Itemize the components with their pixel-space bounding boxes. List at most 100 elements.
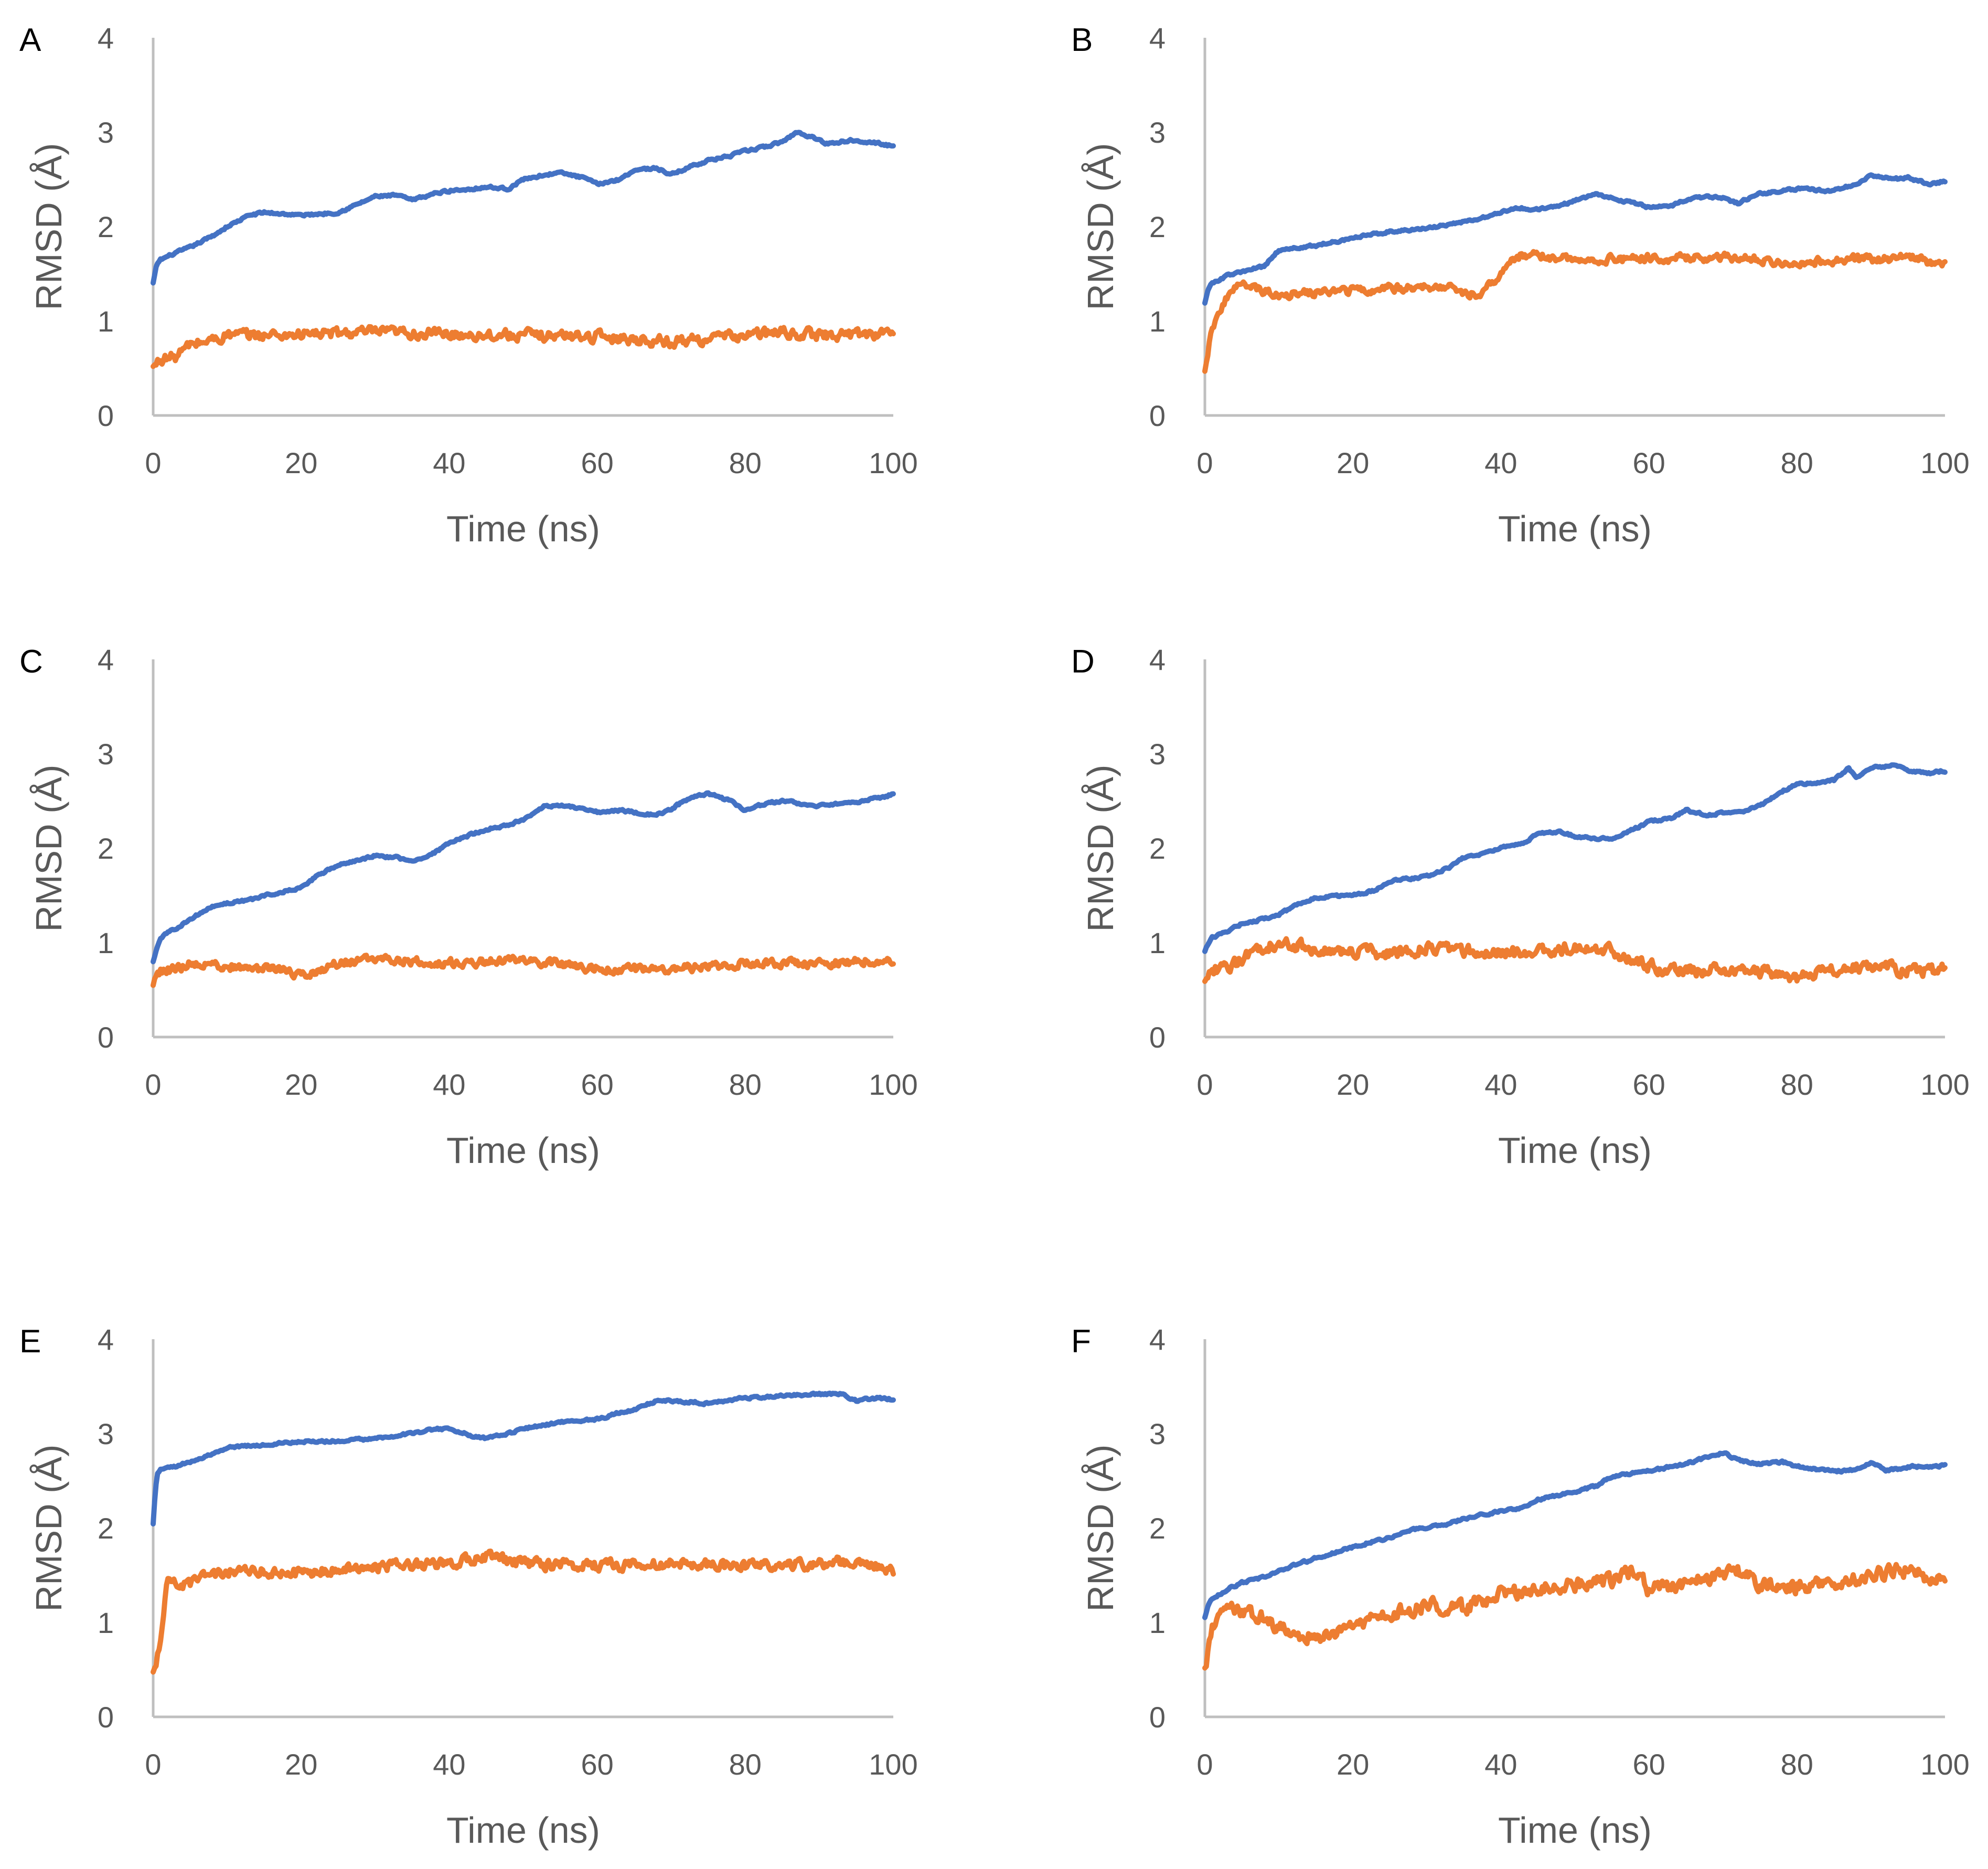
series-line-1 <box>1202 762 1948 954</box>
y-axis-title: RMSD (Å) <box>28 143 69 311</box>
panel-label: D <box>1071 644 1095 680</box>
x-tick-label: 100 <box>869 1068 917 1101</box>
x-axis-title: Time (ns) <box>1498 1810 1652 1851</box>
y-tick-label: 3 <box>1149 738 1166 771</box>
y-axis-title: RMSD (Å) <box>1080 1445 1121 1612</box>
series-line-2 <box>151 1548 896 1675</box>
x-tick-label: 40 <box>1484 1748 1517 1781</box>
y-tick-label: 1 <box>98 305 114 338</box>
x-tick-label: 100 <box>1920 446 1969 479</box>
x-axis-title: Time (ns) <box>446 1810 600 1851</box>
y-tick-label: 3 <box>98 116 114 149</box>
y-tick-label: 3 <box>1149 116 1166 149</box>
y-tick-label: 0 <box>1149 1021 1166 1054</box>
y-tick-label: 3 <box>98 738 114 771</box>
y-axis-title: RMSD (Å) <box>1080 143 1121 311</box>
y-tick-label: 1 <box>1149 1606 1166 1639</box>
x-tick-label: 40 <box>433 1068 465 1101</box>
y-tick-label: 1 <box>98 926 114 959</box>
x-tick-label: 60 <box>1632 1748 1665 1781</box>
x-tick-label: 80 <box>729 1748 762 1781</box>
series-line-1 <box>151 790 896 965</box>
x-tick-label: 40 <box>433 1748 465 1781</box>
y-tick-label: 2 <box>1149 210 1166 243</box>
x-tick-label: 0 <box>145 1748 161 1781</box>
x-tick-label: 80 <box>1781 1748 1813 1781</box>
x-tick-label: 100 <box>1920 1748 1969 1781</box>
y-axis-title: RMSD (Å) <box>1080 765 1121 932</box>
y-tick-label: 1 <box>1149 305 1166 338</box>
x-tick-label: 100 <box>869 1748 917 1781</box>
x-tick-label: 60 <box>1632 1068 1665 1101</box>
x-tick-label: 20 <box>285 446 317 479</box>
x-tick-label: 20 <box>1337 446 1369 479</box>
x-tick-label: 0 <box>1196 1068 1213 1101</box>
series-line-2 <box>1202 936 1948 984</box>
y-tick-label: 2 <box>1149 832 1166 865</box>
y-tick-label: 2 <box>98 832 114 865</box>
x-tick-label: 20 <box>1337 1748 1369 1781</box>
panel-label: A <box>19 22 41 58</box>
y-tick-label: 3 <box>1149 1417 1166 1450</box>
x-axis-title: Time (ns) <box>446 508 600 549</box>
series-line-1 <box>151 1390 896 1527</box>
y-tick-label: 3 <box>98 1417 114 1450</box>
x-axis-title: Time (ns) <box>1498 508 1652 549</box>
y-tick-label: 0 <box>98 399 114 432</box>
y-tick-label: 4 <box>98 22 114 55</box>
series-line-1 <box>1202 172 1948 306</box>
y-tick-label: 2 <box>1149 1512 1166 1545</box>
y-tick-label: 0 <box>98 1021 114 1054</box>
series-line-2 <box>1202 249 1948 374</box>
x-tick-label: 0 <box>145 446 161 479</box>
y-tick-label: 4 <box>1149 1323 1166 1356</box>
x-tick-label: 0 <box>145 1068 161 1101</box>
y-tick-label: 0 <box>1149 399 1166 432</box>
x-tick-label: 20 <box>1337 1068 1369 1101</box>
y-tick-label: 0 <box>1149 1701 1166 1734</box>
x-tick-label: 80 <box>729 1068 762 1101</box>
series-line-1 <box>1202 1450 1948 1620</box>
x-tick-label: 20 <box>285 1068 317 1101</box>
panel-label: E <box>19 1323 41 1360</box>
x-tick-label: 20 <box>285 1748 317 1781</box>
y-tick-label: 4 <box>98 1323 114 1356</box>
y-axis-title: RMSD (Å) <box>28 765 69 932</box>
series-line-1 <box>151 130 896 286</box>
x-tick-label: 100 <box>869 446 917 479</box>
panel-label: C <box>19 644 43 680</box>
x-tick-label: 60 <box>581 1068 613 1101</box>
y-tick-label: 4 <box>98 643 114 676</box>
x-tick-label: 0 <box>1196 446 1213 479</box>
x-tick-label: 40 <box>1484 1068 1517 1101</box>
y-tick-label: 2 <box>98 1512 114 1545</box>
y-tick-label: 0 <box>98 1701 114 1734</box>
y-tick-label: 4 <box>1149 643 1166 676</box>
series-line-2 <box>151 324 896 369</box>
x-axis-title: Time (ns) <box>1498 1130 1652 1171</box>
y-tick-label: 1 <box>1149 926 1166 959</box>
y-axis-title: RMSD (Å) <box>28 1445 69 1612</box>
x-tick-label: 60 <box>581 446 613 479</box>
x-tick-label: 0 <box>1196 1748 1213 1781</box>
x-tick-label: 40 <box>433 446 465 479</box>
x-axis-title: Time (ns) <box>446 1130 600 1171</box>
x-tick-label: 40 <box>1484 446 1517 479</box>
y-tick-label: 4 <box>1149 22 1166 55</box>
panel-label: B <box>1071 22 1093 58</box>
panel-label: F <box>1071 1323 1091 1360</box>
series-line-2 <box>151 953 896 988</box>
series-line-2 <box>1202 1562 1948 1671</box>
x-tick-label: 100 <box>1920 1068 1969 1101</box>
y-tick-label: 1 <box>98 1606 114 1639</box>
x-tick-label: 80 <box>1781 446 1813 479</box>
x-tick-label: 80 <box>729 446 762 479</box>
x-tick-label: 60 <box>581 1748 613 1781</box>
x-tick-label: 80 <box>1781 1068 1813 1101</box>
